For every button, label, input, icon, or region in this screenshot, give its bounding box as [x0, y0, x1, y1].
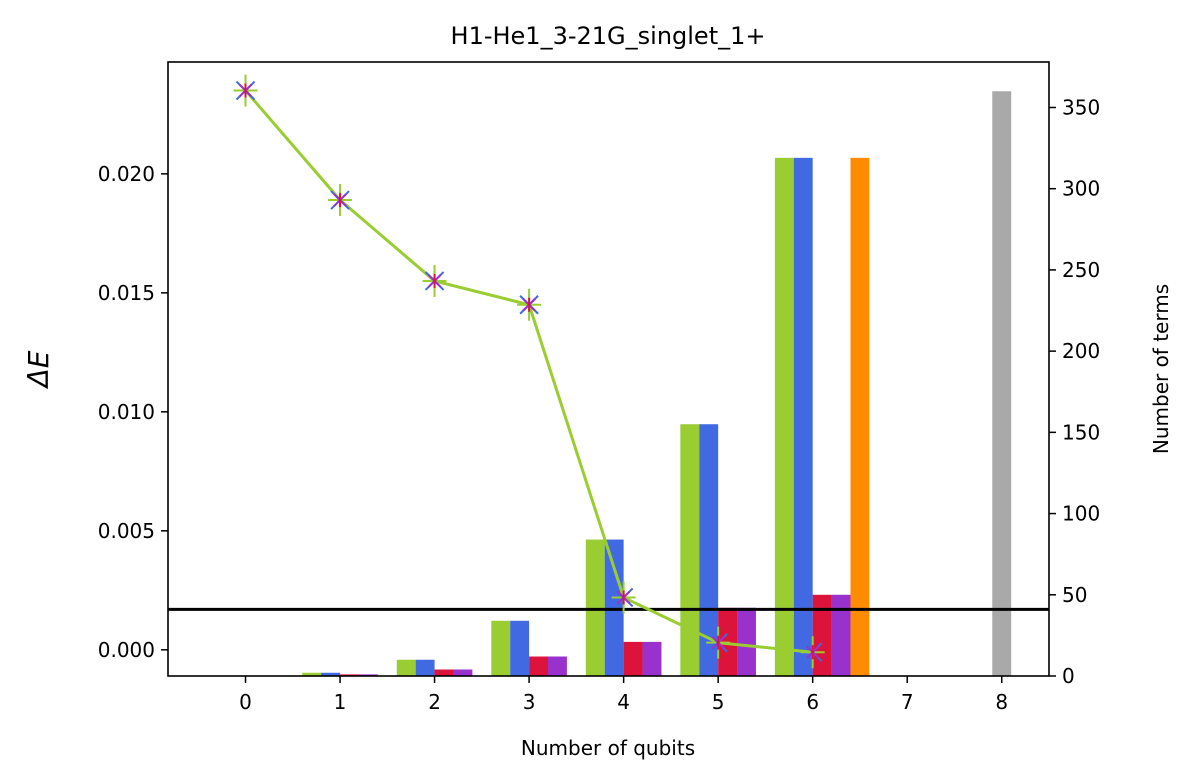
bar-0-q6	[774, 157, 794, 676]
delta-e-marker-q1	[328, 184, 353, 217]
bar-3-q5	[737, 607, 756, 676]
x-tick-label: 1	[334, 690, 347, 714]
delta-e-marker-q6	[800, 636, 825, 669]
delta-e-marker-q4	[611, 581, 636, 614]
bar-0-q4	[585, 539, 605, 676]
y-right-tick-label: 50	[1062, 583, 1087, 607]
bar-3-q3	[548, 656, 567, 676]
bar-2-q2	[434, 669, 454, 676]
y-left-tick-label: 0.020	[98, 162, 155, 186]
bar-1-q1	[321, 672, 341, 676]
delta-e-marker-q2	[422, 264, 447, 297]
delta-e-marker-q5	[706, 626, 731, 659]
bar-3-q4	[642, 641, 662, 676]
delta-e-marker-q3	[517, 288, 542, 321]
bar-5-q8	[992, 91, 1012, 676]
bar-1-q4	[604, 539, 624, 676]
x-axis-label: Number of qubits	[521, 736, 695, 760]
bar-2-q3	[529, 656, 549, 676]
bar-1-q5	[699, 424, 719, 676]
y-left-tick-label: 0.010	[98, 400, 155, 424]
x-tick-label: 4	[617, 690, 630, 714]
bar-3-q2	[453, 669, 473, 676]
y-left-tick-label: 0.015	[98, 281, 155, 305]
bar-1-q6	[793, 157, 813, 676]
bar-3-q6	[831, 594, 851, 676]
x-tick-label: 6	[806, 690, 819, 714]
x-tick-label: 0	[239, 690, 252, 714]
y-right-tick-label: 250	[1062, 258, 1100, 282]
bars-layer	[302, 91, 1012, 676]
bar-0-q1	[302, 672, 322, 676]
y-right-tick-label: 0	[1062, 664, 1075, 688]
x-axis: 0 1 2 3 4 5 6 7 8	[239, 676, 1008, 714]
bar-0-q5	[680, 424, 700, 676]
bar-0-q2	[396, 659, 416, 676]
bar-1-q3	[510, 620, 530, 676]
bar-2-q6	[812, 594, 832, 676]
plot-frame	[167, 61, 1050, 677]
y-axis-left-label: ΔE	[22, 350, 55, 389]
x-tick-label: 5	[712, 690, 725, 714]
x-tick-label: 2	[428, 690, 441, 714]
bar-3-q1	[358, 674, 378, 676]
bar-2-q4	[623, 641, 643, 676]
y-left-tick-label: 0.000	[98, 638, 155, 662]
x-tick-label: 8	[995, 690, 1008, 714]
y-right-tick-label: 100	[1062, 502, 1100, 526]
line-layer	[233, 74, 825, 669]
bar-2-q1	[340, 674, 359, 676]
delta-e-marker-q0	[233, 74, 258, 107]
y-axis-right-label: Number of terms	[1149, 284, 1173, 454]
y-axis-left: 0.000 0.005 0.010 0.015 0.020	[98, 162, 168, 662]
bar-1-q2	[415, 659, 435, 676]
bar-0-q3	[491, 620, 511, 676]
chart-title: H1-He1_3-21G_singlet_1+	[451, 22, 766, 50]
y-axis-right: 0 50 100 150 200 250 300 350	[1049, 95, 1100, 688]
y-right-tick-label: 150	[1062, 420, 1100, 444]
y-right-tick-label: 350	[1062, 95, 1100, 119]
x-tick-label: 7	[901, 690, 914, 714]
x-tick-label: 3	[523, 690, 536, 714]
bar-4-q6	[850, 157, 870, 676]
y-left-tick-label: 0.005	[98, 519, 155, 543]
y-right-tick-label: 200	[1062, 339, 1100, 363]
y-right-tick-label: 300	[1062, 177, 1100, 201]
